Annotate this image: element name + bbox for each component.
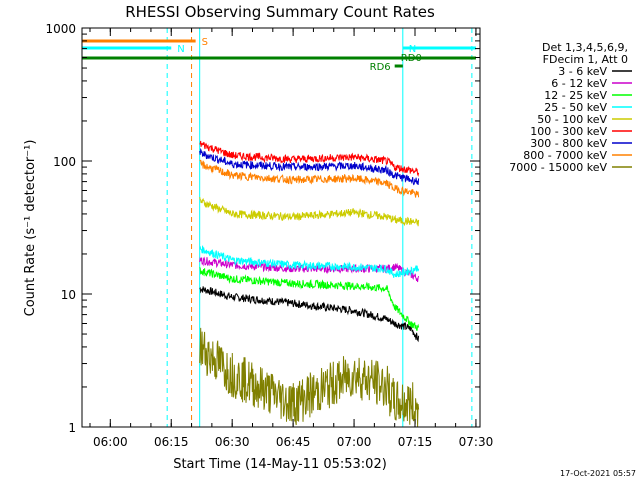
plot-frame	[81, 27, 481, 428]
series-line	[199, 159, 420, 198]
legend-entry: 50 - 100 keV	[537, 113, 607, 126]
legend: Det 1,3,4,5,6,9,FDecim 1, Att 03 - 6 keV…	[509, 41, 632, 174]
y-tick-label: 10	[61, 288, 76, 302]
y-tick-label: 1	[68, 421, 76, 435]
y-axis-ticks: 1 10 100 1000	[45, 22, 480, 435]
x-tick-label: 06:30	[215, 435, 250, 449]
series-line	[199, 267, 420, 331]
legend-entry: 25 - 50 keV	[544, 101, 607, 114]
x-axis-ticks: 06:00 06:15 06:30 06:45 07:00 07:15 07:30	[89, 28, 494, 449]
y-axis-label: Count Rate (s⁻¹ detector⁻¹)	[23, 140, 38, 317]
vertical-markers	[81, 28, 473, 427]
flag-label: S	[202, 37, 208, 48]
flag-label: N	[177, 44, 184, 55]
legend-entry: 300 - 800 keV	[530, 137, 607, 150]
flag-label: RD0	[401, 53, 422, 64]
legend-header: Det 1,3,4,5,6,9,	[542, 41, 628, 54]
series-line	[199, 245, 420, 278]
y-tick-label: 100	[53, 155, 76, 169]
series-line	[199, 286, 420, 343]
timestamp: 17-Oct-2021 05:57	[560, 469, 636, 478]
x-tick-label: 06:00	[93, 435, 128, 449]
series-line	[199, 197, 420, 227]
x-tick-label: 07:30	[459, 435, 494, 449]
y-tick-label: 1000	[45, 22, 76, 36]
legend-entry: 100 - 300 keV	[530, 125, 607, 138]
legend-header: FDecim 1, Att 0	[543, 53, 628, 66]
x-tick-label: 07:15	[398, 435, 433, 449]
legend-entry: 6 - 12 keV	[551, 77, 607, 90]
chart-title: RHESSI Observing Summary Count Rates	[125, 3, 435, 21]
series-line	[199, 327, 420, 428]
legend-entry: 3 - 6 keV	[558, 65, 607, 78]
x-tick-label: 06:45	[276, 435, 311, 449]
series-line	[199, 147, 420, 186]
legend-entry: 800 - 7000 keV	[523, 149, 607, 162]
legend-entry: 7000 - 15000 keV	[509, 161, 607, 174]
series-layer	[199, 140, 420, 428]
x-tick-label: 07:00	[337, 435, 372, 449]
x-tick-label: 06:15	[154, 435, 189, 449]
flag-label: N	[409, 44, 416, 55]
legend-entry: 12 - 25 keV	[544, 89, 607, 102]
flag-label: RD6	[370, 62, 391, 73]
x-axis-label: Start Time (14-May-11 05:53:02)	[173, 457, 387, 472]
series-line	[199, 140, 420, 177]
